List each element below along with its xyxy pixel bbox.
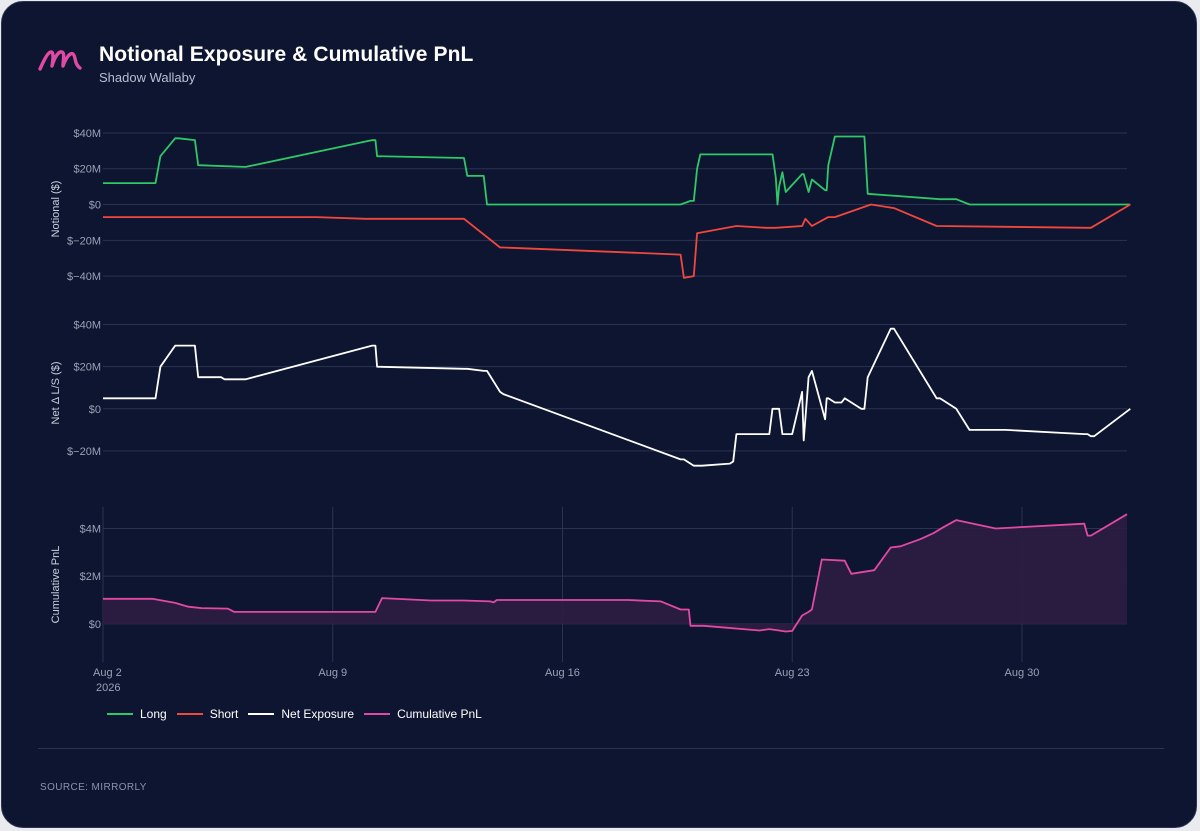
x-tick-label: Aug 9 — [318, 667, 347, 679]
y-tick-label: $0 — [89, 200, 101, 212]
y-tick-label: $20M — [73, 362, 101, 374]
legend-swatch-net-exposure — [248, 713, 275, 715]
source-label: SOURCE: MIRRORLY — [40, 782, 147, 793]
series-line-long — [103, 135, 1131, 206]
chart-title: Notional Exposure & Cumulative PnL — [99, 43, 474, 66]
series-line-short — [103, 203, 1131, 279]
y-tick-label: $0 — [89, 619, 101, 631]
x-tick-label: Aug 16 — [545, 667, 580, 679]
legend-label-cumulative-pnl: Cumulative PnL — [397, 707, 482, 721]
y-tick-label: $−20M — [67, 235, 101, 247]
legend-item-short[interactable]: Short — [176, 707, 239, 721]
chart-plot-area: $40M $20M $0 $−20M $−40M Notional ($) $40M $20M… — [50, 128, 1131, 694]
footer-divider — [38, 748, 1164, 749]
y-tick-label: $40M — [73, 320, 101, 332]
y-tick-label: $0 — [89, 404, 101, 416]
mirrorly-m-logo-icon — [38, 50, 82, 71]
chart-subtitle: Shadow Wallaby — [99, 70, 196, 85]
legend-label-long: Long — [140, 707, 167, 721]
series-area-cumulative-pnl — [103, 514, 1127, 632]
legend-swatch-short — [176, 713, 203, 715]
legend-item-net-exposure[interactable]: Net Exposure — [248, 707, 354, 721]
legend-label-net-exposure: Net Exposure — [281, 707, 355, 721]
x-tick-label: Aug 23 — [775, 667, 810, 679]
y-tick-label: $4M — [80, 523, 101, 535]
series-line-cumulative-pnl — [103, 513, 1128, 633]
y-tick-label: $−20M — [67, 446, 101, 458]
legend-item-long[interactable]: Long — [107, 707, 167, 721]
y-tick-label: $20M — [73, 164, 101, 176]
y-axis-label: Cumulative PnL — [50, 546, 62, 624]
chart-legend: Long Short Net Exposure Cumulative PnL — [107, 707, 492, 721]
legend-swatch-cumulative-pnl — [364, 713, 391, 715]
legend-swatch-long — [107, 713, 133, 715]
legend-item-cumulative-pnl[interactable]: Cumulative PnL — [364, 707, 482, 721]
x-tick-label: Aug 30 — [1005, 667, 1040, 679]
legend-label-short: Short — [209, 707, 239, 721]
y-axis-label: Notional ($) — [50, 181, 62, 238]
series-line-net-exposure — [103, 327, 1131, 467]
y-axis-label: Net Δ L/S ($) — [50, 362, 62, 425]
y-tick-label: $−40M — [67, 271, 101, 283]
y-tick-label: $40M — [73, 128, 101, 140]
y-tick-label: $2M — [80, 571, 101, 583]
x-tick-label: Aug 2 — [93, 667, 122, 679]
x-tick-year-label: 2026 — [96, 682, 120, 694]
